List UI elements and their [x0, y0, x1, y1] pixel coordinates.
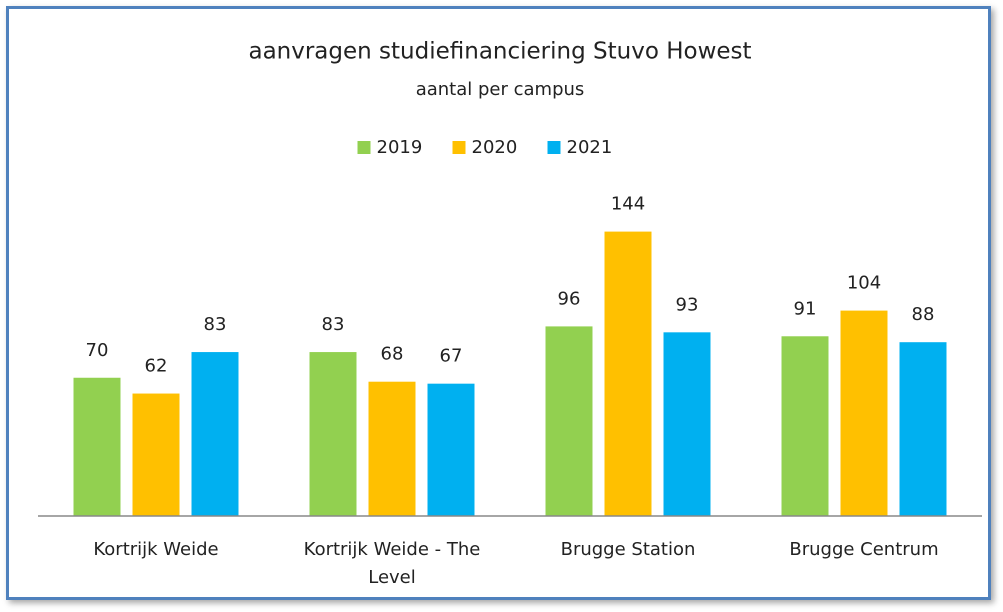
bar: [840, 310, 888, 516]
bar: [899, 342, 947, 516]
chart-frame: [6, 6, 991, 600]
data-label: 70: [86, 340, 109, 361]
bar: [604, 231, 652, 516]
data-label: 83: [322, 314, 345, 335]
bar: [663, 332, 711, 516]
legend-label: 2021: [567, 137, 613, 158]
data-label: 68: [381, 344, 404, 365]
chart-subtitle: aantal per campus: [416, 79, 585, 100]
legend-swatch: [452, 141, 466, 154]
chart-title: aanvragen studiefinanciering Stuvo Howes…: [248, 39, 751, 65]
bar: [545, 326, 593, 516]
bar: [132, 393, 180, 516]
data-label: 91: [794, 298, 817, 319]
legend-swatch: [547, 141, 561, 154]
x-tick-label: Brugge Station: [560, 539, 696, 560]
legend-label: 2020: [472, 137, 518, 158]
data-label: 83: [204, 314, 227, 335]
x-tick-label: Brugge Centrum: [789, 539, 939, 560]
bar: [309, 352, 357, 516]
data-label: 104: [847, 273, 881, 294]
bar: [368, 381, 416, 516]
data-label: 67: [440, 346, 463, 367]
data-label: 144: [611, 194, 645, 215]
x-tick-label: Kortrijk Weide: [93, 539, 219, 560]
bar: [781, 336, 829, 516]
bar: [427, 383, 475, 516]
data-label: 96: [558, 288, 581, 309]
x-tick-label: Kortrijk Weide - The Level: [303, 539, 481, 588]
bar: [73, 377, 121, 516]
legend-swatch: [357, 141, 371, 154]
data-label: 88: [912, 304, 935, 325]
data-label: 93: [676, 294, 699, 315]
bar: [191, 352, 239, 516]
legend-label: 2019: [377, 137, 423, 158]
data-label: 62: [145, 356, 168, 377]
